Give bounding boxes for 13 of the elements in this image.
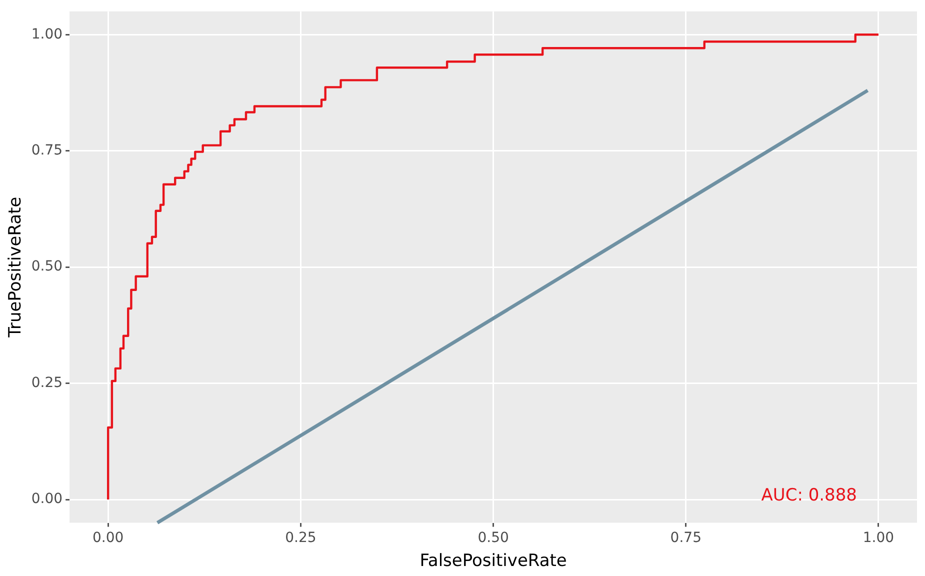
x-axis-title: FalsePositiveRate [420,551,567,572]
y-tick-label: 0.00 [31,491,63,508]
y-tick-label: 0.50 [31,258,63,275]
x-tick-label: 0.25 [285,530,316,546]
annotation: AUC: 0.888 [761,486,857,506]
y-tick-label: 0.75 [31,142,63,159]
x-tick-label: 0.00 [92,530,124,546]
y-axis-title: TruePositiveRate [6,196,26,338]
x-tick-label: 0.50 [478,530,509,546]
x-tick-label: 1.00 [862,530,894,546]
x-tick-label: 0.75 [670,530,702,546]
y-tick-label: 1.00 [31,26,63,42]
y-tick-label: 0.25 [31,374,63,391]
